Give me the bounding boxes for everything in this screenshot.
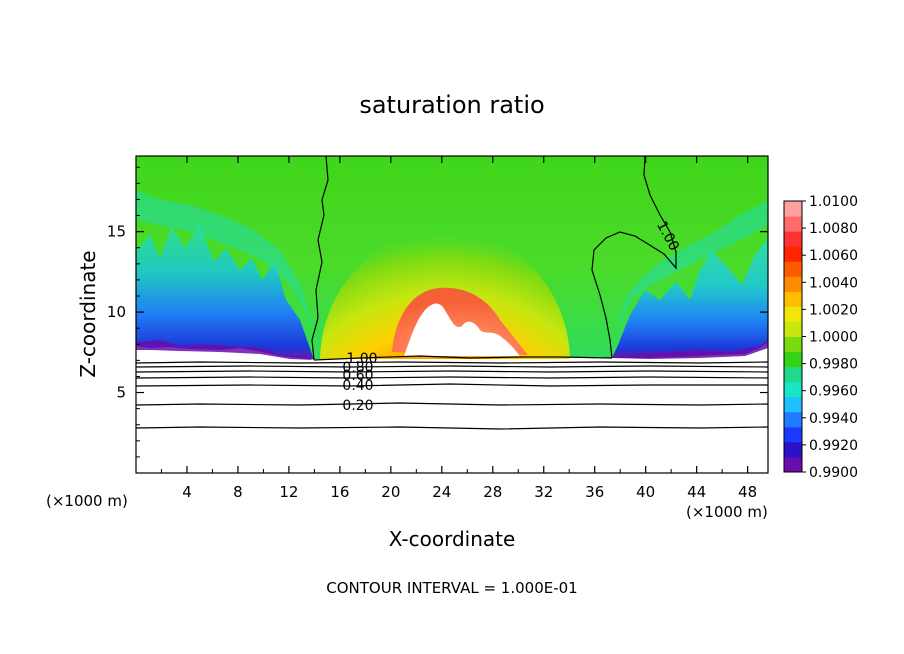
contour-h5	[136, 383, 768, 387]
colorbar-swatch	[784, 291, 802, 307]
colorbar-tick-label: 1.0100	[809, 194, 858, 210]
colorbar-swatch	[784, 381, 802, 398]
contour-label-060: 0.60	[342, 368, 373, 384]
contour-label-top: 1.00	[346, 351, 377, 367]
x-tick-label: 4	[182, 483, 192, 501]
right-fringe	[618, 200, 768, 330]
colorbar-tick-label: 0.9960	[809, 384, 858, 400]
colorbar-tick-label: 1.0000	[809, 330, 858, 346]
left-dry-region	[136, 225, 314, 360]
x-unit-right: (×1000 m)	[686, 503, 768, 521]
saturation-field	[136, 156, 768, 473]
colorbar-swatch	[784, 231, 802, 247]
contour-1-right	[591, 156, 677, 359]
contour-lines	[136, 156, 768, 430]
colorbar-swatch	[784, 441, 802, 458]
contour-h1	[136, 361, 768, 364]
contour-1-left	[311, 156, 329, 361]
colorbar-tick-label: 0.9940	[809, 411, 858, 427]
contour-label-020: 0.20	[342, 398, 373, 414]
colorbar-swatch	[784, 336, 802, 353]
colorbar-tick-label: 0.9900	[809, 465, 858, 481]
colorbar-swatch	[784, 321, 802, 337]
colorbar-swatch	[784, 261, 802, 277]
plume-white-core	[404, 303, 520, 356]
colorbar-tick-label: 0.9920	[809, 438, 858, 454]
x-tick-label: 36	[585, 483, 604, 501]
right-dry-region	[612, 238, 768, 358]
colorbar-swatch	[784, 456, 802, 473]
y-tick-label: 5	[116, 384, 126, 402]
y-tick-label: 10	[107, 303, 126, 321]
contour-h7	[136, 426, 768, 430]
colorbar-tick-label: 1.0060	[809, 248, 858, 264]
colorbar-swatch	[784, 396, 802, 413]
x-tick-label: 24	[432, 483, 451, 501]
colorbar-swatch	[784, 216, 802, 232]
contour-interval-note: CONTOUR INTERVAL = 1.000E-01	[326, 579, 577, 597]
base-fringe-right	[612, 340, 768, 359]
colorbar-swatch	[784, 201, 802, 217]
colorbar-tick-label: 0.9980	[809, 357, 858, 373]
contour-h4	[136, 376, 768, 379]
x-tick-label: 28	[483, 483, 502, 501]
contour-h2	[136, 365, 768, 368]
x-axis: 4 8 12 16 20 24 28 32 36 40 44 48	[160, 156, 757, 501]
colorbar-tick-label: 1.0020	[809, 302, 858, 318]
colorbar-swatch	[784, 351, 802, 368]
colorbar-swatch	[784, 246, 802, 262]
x-axis-label: X-coordinate	[389, 527, 516, 551]
x-tick-label: 20	[381, 483, 400, 501]
chart-title: saturation ratio	[359, 91, 544, 119]
contour-h3	[136, 370, 768, 373]
y-tick-label: 15	[107, 223, 126, 241]
y-axis-label: Z-coordinate	[76, 250, 100, 377]
left-fringe	[136, 190, 314, 330]
y-axis: 5 10 15	[107, 166, 768, 458]
x-tick-label: 32	[534, 483, 553, 501]
base-fringe-left	[136, 340, 314, 360]
colorbar: 0.9900 0.9920 0.9940 0.9960 0.9980 1.0000 1.00…	[783, 194, 858, 481]
x-tick-label: 16	[330, 483, 349, 501]
contour-label-040: 0.40	[342, 378, 373, 394]
colorbar-swatch	[784, 426, 802, 443]
x-tick-label: 48	[738, 483, 757, 501]
colorbar-tick-label: 1.0040	[809, 275, 858, 291]
colorbar-swatch	[784, 276, 802, 292]
x-tick-label: 8	[233, 483, 243, 501]
lower-region	[136, 359, 768, 473]
colorbar-tick-label: 1.0080	[809, 221, 858, 237]
x-tick-label: 44	[687, 483, 706, 501]
colorbar-swatch	[784, 366, 802, 383]
x-tick-label: 12	[279, 483, 298, 501]
x-unit-left: (×1000 m)	[46, 492, 128, 510]
contour-label-080: 0.80	[342, 360, 373, 376]
x-tick-label: 40	[636, 483, 655, 501]
colorbar-swatch	[784, 411, 802, 428]
plot-frame	[135, 155, 769, 474]
contour-h6	[136, 402, 768, 406]
colorbar-swatch	[784, 306, 802, 322]
contour-base	[313, 355, 613, 361]
